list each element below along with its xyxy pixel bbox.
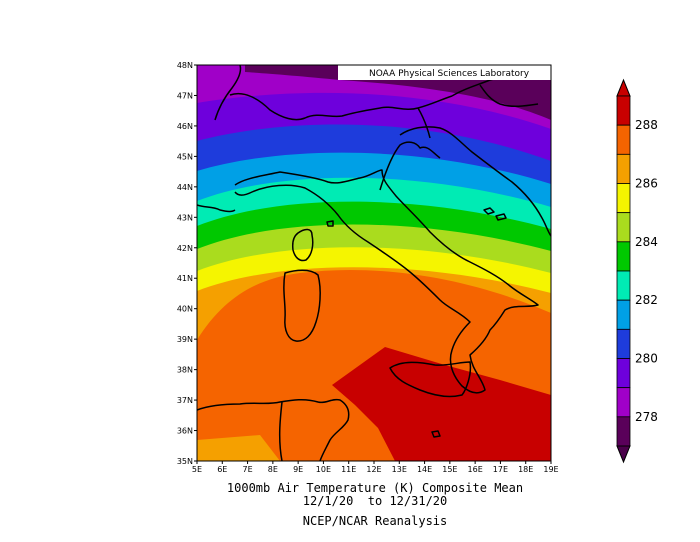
lat-label: 42N [177, 244, 193, 253]
colorbar-swatch [616, 212, 631, 243]
colorbar-swatch [616, 358, 631, 389]
colorbar-swatch [616, 183, 631, 214]
lon-label: 17E [493, 465, 508, 474]
lat-label: 37N [177, 396, 193, 405]
lon-label: 7E [242, 465, 252, 474]
lat-label: 46N [177, 122, 193, 131]
temperature-map: NOAA Physical Sciences Laboratory [197, 65, 551, 461]
lon-label: 16E [468, 465, 483, 474]
colorbar-label: 284 [635, 235, 658, 249]
colorbar-label: 282 [635, 293, 658, 307]
coastlines [197, 65, 551, 461]
colorbar-bottom-arrow [616, 445, 631, 464]
colorbar-swatch [616, 416, 631, 447]
band-orange-sw [197, 435, 280, 461]
lon-label: 6E [217, 465, 227, 474]
colorbar-swatch [616, 299, 631, 330]
credit-box [338, 65, 551, 80]
band-blue [197, 123, 551, 184]
band-violet [197, 91, 551, 161]
colorbar-swatch [616, 241, 631, 272]
lat-label: 45N [177, 152, 193, 161]
band-yellowgreen [197, 223, 551, 273]
lon-label: 14E [417, 465, 432, 474]
lon-label: 8E [268, 465, 278, 474]
lon-label: 15E [442, 465, 457, 474]
lat-label: 38N [177, 366, 193, 375]
colorbar-top-arrow [616, 78, 631, 97]
lat-label: 39N [177, 335, 193, 344]
band-red [332, 347, 551, 461]
caption-source: NCEP/NCAR Reanalysis [302, 514, 448, 528]
lat-label: 36N [177, 427, 193, 436]
lon-label: 5E [192, 465, 202, 474]
colorbar-swatch [616, 387, 631, 418]
lat-label: 44N [177, 183, 193, 192]
caption-title: 1000mb Air Temperature (K) Composite Mea… [226, 481, 524, 495]
colorbar-swatch [616, 270, 631, 301]
colorbar-label: 280 [635, 352, 658, 366]
lat-label: 48N [177, 61, 193, 70]
lon-label: 9E [293, 465, 303, 474]
colorbar-label: 286 [635, 177, 658, 191]
lon-label: 11E [341, 465, 356, 474]
band-lightblue [197, 151, 551, 207]
band-aqua [197, 176, 551, 229]
lon-label: 19E [543, 465, 558, 474]
lon-label: 13E [392, 465, 407, 474]
caption-date-range: 12/1/20 to 12/31/20 [302, 494, 448, 508]
lon-label: 10E [316, 465, 331, 474]
lat-label: 40N [177, 305, 193, 314]
lat-label: 41N [177, 274, 193, 283]
colorbar-swatch [616, 328, 631, 359]
latitude-axis: 48N 47N 46N 45N 44N 43N 42N 41N 40N 39N 38N 37N 36N 3… [177, 61, 197, 466]
credit-text: NOAA Physical Sciences Laboratory [369, 69, 530, 79]
lat-label: 47N [177, 91, 193, 100]
colorbar-label: 278 [635, 410, 658, 424]
lon-label: 12E [366, 465, 381, 474]
colorbar-swatch [616, 95, 631, 126]
band-green [197, 200, 551, 251]
longitude-axis: 5E 6E 7E 8E 9E 10E 11E 12E 13E 14E 15E 16E 17E 18E 19E [192, 461, 559, 474]
colorbar-label: 288 [635, 118, 658, 132]
colorbar: 288 286 284 282 280 278 [616, 78, 658, 464]
colorbar-swatch [616, 153, 631, 184]
lat-label: 43N [177, 213, 193, 222]
lon-label: 18E [518, 465, 533, 474]
colorbar-swatch [616, 124, 631, 155]
lat-label: 35N [177, 457, 193, 466]
